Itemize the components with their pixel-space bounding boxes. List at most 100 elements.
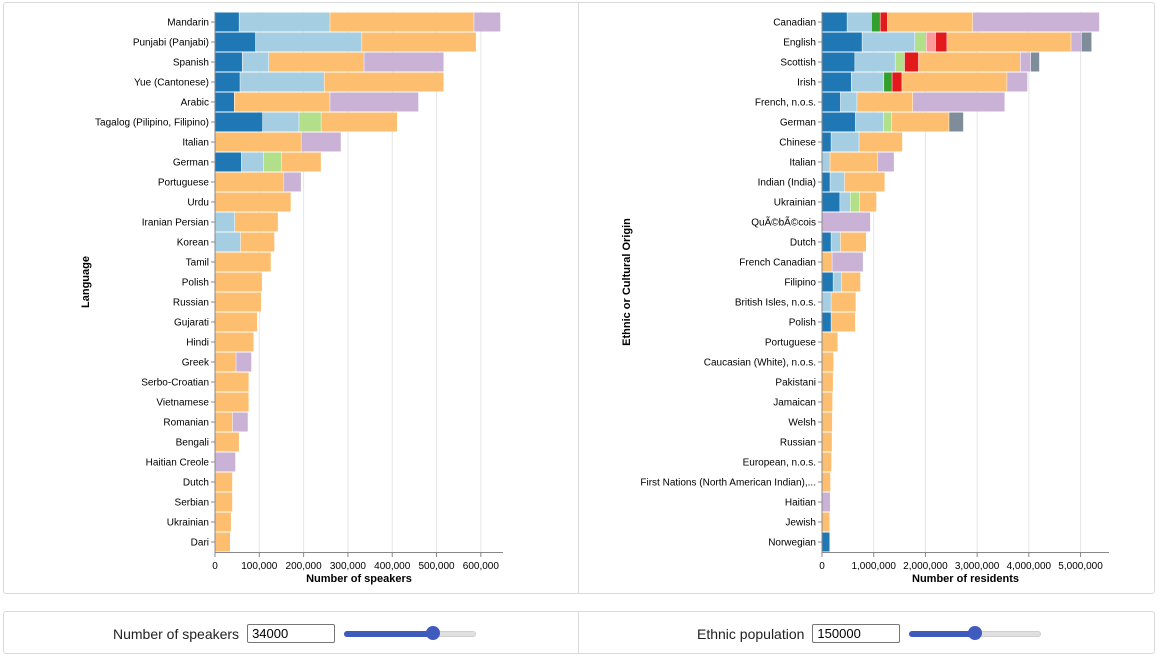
y-tick-label: Tagalog (Pilipino, Filipino) [95, 118, 209, 129]
bar-segment-haitian-1 [822, 492, 831, 512]
bar-segment-filipino-3 [841, 272, 861, 292]
bar-segment-portuguese-1 [215, 172, 284, 192]
bar-segment-german-1 [822, 112, 856, 132]
y-tick-label: Tamil [186, 258, 209, 269]
bar-segment-german-4 [891, 112, 949, 132]
bar-segment-bengali-1 [215, 432, 239, 452]
y-tick-label: Welsh [788, 418, 816, 429]
bar-segment-irish-3 [884, 72, 892, 92]
x-tick-label: 400,000 [374, 561, 411, 572]
bar-segment-dari-1 [215, 532, 231, 552]
y-tick-label: Dutch [183, 478, 209, 489]
bar-segment-scottish-6 [1020, 52, 1031, 72]
x-tick-label: 600,000 [463, 561, 500, 572]
ethnic-slider-fill [909, 630, 976, 637]
x-tick-label: 5,000,000 [1058, 561, 1103, 572]
bar-segment-scottish-5 [918, 52, 1021, 72]
bar-segment-ukrainian-1 [822, 192, 840, 212]
bar-segment-german-2 [241, 152, 264, 172]
y-tick-label: English [783, 38, 816, 49]
y-tick-label: European, n.o.s. [743, 458, 816, 469]
bar-segment-polish-1 [822, 312, 831, 332]
y-axis-title: Language [80, 256, 92, 308]
controls-divider [578, 612, 579, 653]
bar-segment-tagalog-pilipino-filipino-3 [299, 112, 321, 132]
bar-segment-english-7 [1071, 32, 1082, 52]
y-tick-label: Russian [780, 438, 816, 449]
speakers-slider[interactable] [344, 625, 477, 643]
bar-segment-serbo-croatian-1 [215, 372, 249, 392]
bar-segment-arabic-2 [234, 92, 330, 112]
y-tick-label: Caucasian (White), n.o.s. [704, 358, 816, 369]
bar-segment-german-1 [215, 152, 242, 172]
bar-segment-canadian-5 [887, 12, 973, 32]
x-tick-label: 2,000,000 [903, 561, 948, 572]
y-tick-label: French, n.o.s. [755, 98, 816, 109]
bar-segment-dutch-3 [840, 232, 866, 252]
bar-segment-dutch-1 [215, 472, 233, 492]
y-tick-label: Italian [789, 158, 816, 169]
x-tick-label: 0 [819, 561, 825, 572]
bar-segment-ukrainian-3 [850, 192, 860, 212]
bar-segment-mandarin-1 [215, 12, 239, 32]
bar-segment-ukrainian-4 [859, 192, 877, 212]
bar-segment-pakistani-1 [822, 372, 833, 392]
y-tick-label: Dutch [790, 238, 816, 249]
y-tick-label: Serbian [175, 498, 209, 509]
bar-segment-german-2 [855, 112, 884, 132]
bar-segment-indian-india-1 [822, 172, 830, 192]
bar-segment-polish-2 [831, 312, 856, 332]
bar-segment-mandarin-2 [239, 12, 330, 32]
bar-segment-yue-cantonese-2 [240, 72, 324, 92]
y-tick-label: Ukrainian [167, 518, 209, 529]
bar-segment-english-8 [1081, 32, 1092, 52]
y-tick-label: British Isles, n.o.s. [735, 298, 816, 309]
y-tick-label: Scottish [780, 58, 816, 69]
bar-segment-italian-1 [215, 132, 301, 152]
y-tick-label: Filipino [784, 278, 816, 289]
bar-segment-chinese-3 [859, 132, 903, 152]
ethnic-input[interactable] [812, 624, 901, 643]
languages-chart: Mandarin Punjabi (Panjabi) Spanish Yue (Can… [80, 12, 503, 585]
ethnic-slider-thumb[interactable] [968, 625, 983, 640]
y-tick-label: Mandarin [167, 18, 209, 29]
y-tick-label: Gujarati [174, 318, 209, 329]
bar-segment-french-canadian-2 [832, 252, 863, 272]
speakers-control: Number of speakers [113, 612, 477, 655]
y-tick-label: Haitian Creole [146, 458, 210, 469]
bar-segment-greek-2 [236, 352, 252, 372]
bar-segment-italian-2 [830, 152, 878, 172]
x-axis-title: Number of residents [912, 573, 1019, 585]
y-tick-label: French Canadian [739, 258, 816, 269]
y-tick-label: Vietnamese [156, 398, 209, 409]
bar-segment-punjabi-panjabi-3 [362, 32, 476, 52]
bar-segment-british-isles-n-o-s-1 [822, 292, 831, 312]
bar-segment-chinese-2 [831, 132, 859, 152]
ethnic-origin-chart: Canadian English Scottish Irish French, n.o.… [621, 12, 1109, 585]
bar-segment-spanish-1 [215, 52, 242, 72]
y-tick-label: Hindi [186, 338, 209, 349]
charts-divider [578, 3, 579, 593]
bar-segment-dutch-1 [822, 232, 831, 252]
speakers-label: Number of speakers [113, 625, 240, 642]
speakers-slider-thumb[interactable] [425, 625, 440, 640]
bar-segment-german-5 [949, 112, 964, 132]
y-tick-label: Portuguese [765, 338, 817, 349]
bar-segment-ukrainian-2 [840, 192, 850, 212]
speakers-input[interactable] [247, 624, 336, 643]
bar-segment-iranian-persian-2 [234, 212, 278, 232]
x-tick-label: 200,000 [286, 561, 323, 572]
bar-segment-english-5 [935, 32, 947, 52]
bar-segment-tagalog-pilipino-filipino-1 [215, 112, 263, 132]
y-tick-label: Greek [182, 358, 210, 369]
bar-segment-irish-5 [902, 72, 1007, 92]
x-axis-title: Number of speakers [306, 573, 412, 585]
bar-segment-irish-2 [851, 72, 884, 92]
y-tick-label: Irish [797, 78, 816, 89]
bar-segment-english-2 [862, 32, 915, 52]
bar-segment-scottish-4 [904, 52, 919, 72]
bar-segment-british-isles-n-o-s-2 [831, 292, 856, 312]
bar-segment-yue-cantonese-1 [215, 72, 240, 92]
bar-segment-scottish-3 [895, 52, 905, 72]
ethnic-slider[interactable] [909, 625, 1042, 643]
